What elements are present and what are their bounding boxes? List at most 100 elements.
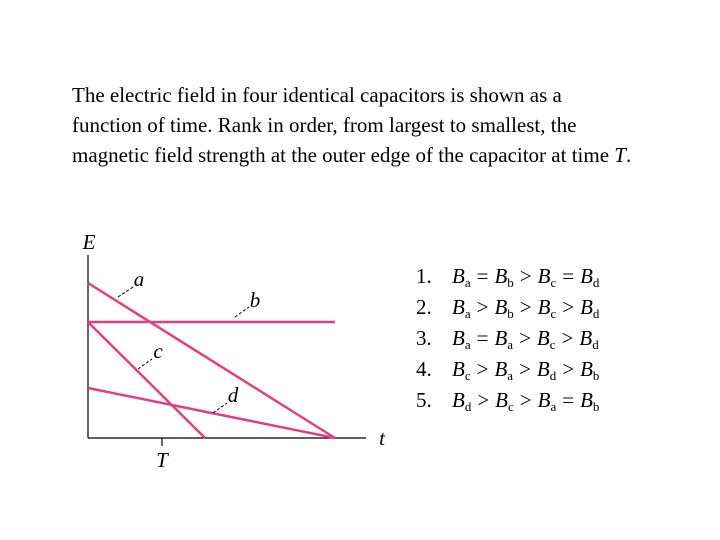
option-number: 2. (416, 295, 432, 319)
subscript: a (464, 306, 471, 321)
variable: B (494, 357, 508, 381)
term: Ba (494, 357, 513, 388)
options: 1. Ba = Bb > Bc = Bd 2. Ba > Bb > Bc > Bd 3. Ba = Ba > Bc > Bd 4… (416, 264, 599, 419)
leader (117, 286, 134, 298)
operator: = (562, 264, 575, 288)
subscript: d (592, 306, 600, 321)
term: Ba (494, 326, 513, 357)
line-label: b (250, 288, 261, 312)
term: Bb (580, 388, 599, 419)
variable: B (580, 295, 593, 319)
term: Bc (495, 388, 514, 419)
subscript: c (549, 337, 556, 352)
variable: B (452, 295, 465, 319)
variable: B (494, 295, 508, 319)
operator: = (562, 388, 575, 412)
question: The electric field in four identical cap… (72, 80, 632, 170)
term: Bd (452, 388, 471, 419)
term: Bd (579, 326, 598, 357)
question-var: T (614, 143, 626, 167)
subscript: a (507, 368, 514, 383)
operator: > (476, 295, 489, 319)
operator: = (476, 264, 489, 288)
subscript: d (592, 337, 599, 352)
variable: B (580, 357, 593, 381)
term: Bb (580, 357, 599, 388)
term: Bb (494, 264, 513, 295)
subscript: a (464, 337, 471, 352)
variable: B (580, 264, 593, 288)
line-label: c (153, 339, 163, 363)
option-number: 3. (416, 326, 432, 350)
subscript: b (507, 275, 514, 290)
variable: B (452, 326, 465, 350)
subscript: d (592, 275, 600, 290)
option: 4. Bc > Ba > Bd > Bb (416, 357, 599, 388)
operator: > (562, 295, 575, 319)
term: Bd (580, 295, 599, 326)
subscript: b (507, 306, 514, 321)
variable: B (536, 326, 550, 350)
leader (137, 358, 153, 370)
x-axis-label: t (379, 426, 386, 450)
term: Ba (452, 264, 471, 295)
variable: B (537, 388, 551, 412)
option: 1. Ba = Bb > Bc = Bd (416, 264, 599, 295)
y-axis-label: E (82, 230, 96, 254)
term: Bc (537, 326, 556, 357)
term: Bd (537, 357, 556, 388)
variable: B (452, 357, 465, 381)
variable: B (579, 326, 593, 350)
operator: > (519, 295, 532, 319)
variable: B (494, 326, 508, 350)
operator: > (519, 388, 532, 412)
line-label: d (228, 383, 239, 407)
variable: B (536, 357, 550, 381)
variable: B (495, 388, 508, 412)
leader (234, 306, 250, 318)
term: Bd (580, 264, 599, 295)
subscript: a (464, 275, 471, 290)
operator: > (562, 357, 575, 381)
term: Bc (538, 295, 557, 326)
subscript: a (550, 399, 557, 414)
subscript: c (550, 306, 557, 321)
term: Ba (452, 295, 471, 326)
option: 3. Ba = Ba > Bc > Bd (416, 326, 599, 357)
option: 2. Ba > Bb > Bc > Bd (416, 295, 599, 326)
line-d (87, 386, 336, 440)
term: Bb (494, 295, 513, 326)
operator: > (477, 388, 490, 412)
option: 5. Bd > Bc > Ba = Bb (416, 388, 599, 419)
variable: B (452, 264, 465, 288)
subscript: d (464, 399, 472, 414)
subscript: b (592, 399, 600, 414)
question-text: The electric field in four identical cap… (72, 83, 610, 167)
variable: B (494, 264, 508, 288)
term: Bc (538, 264, 557, 295)
line-c (87, 321, 206, 439)
variable: B (537, 295, 551, 319)
term: Ba (538, 388, 557, 419)
subscript: a (507, 337, 514, 352)
option-number: 1. (416, 264, 432, 288)
operator: > (519, 357, 531, 381)
variable: B (580, 388, 593, 412)
line-a (87, 281, 336, 440)
option-number: 4. (416, 357, 432, 381)
subscript: c (508, 399, 514, 414)
subscript: c (550, 275, 557, 290)
term: Bc (452, 357, 471, 388)
operator: > (519, 264, 532, 288)
option-number: 5. (416, 388, 432, 412)
operator: > (561, 326, 574, 350)
subscript: d (549, 368, 557, 383)
variable: B (452, 388, 465, 412)
operator: = (476, 326, 489, 350)
subscript: c (464, 368, 471, 383)
operator: > (476, 357, 489, 381)
subscript: b (592, 368, 600, 383)
line-label: a (134, 267, 145, 291)
